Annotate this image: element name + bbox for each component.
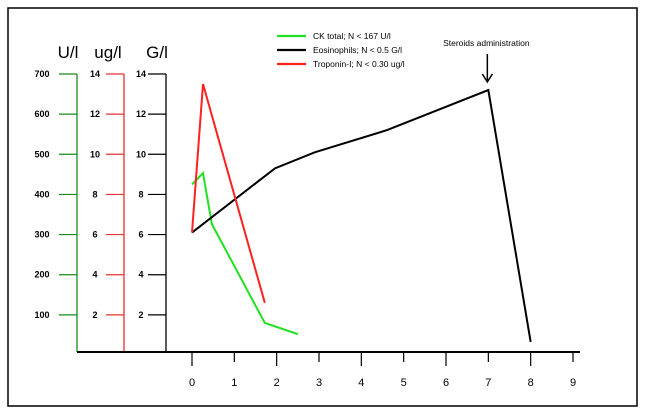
y-tick-label: 10 [90, 149, 100, 159]
series-line-ck [191, 171, 299, 336]
y-tick-label: 4 [138, 270, 143, 280]
legend-label: Troponin-I; N < 0.30 ug/l [313, 59, 405, 69]
y-tick-label: 8 [92, 189, 97, 199]
arrow-head-icon [481, 73, 493, 84]
y-axis-unit-label: G/l [146, 43, 168, 62]
y-tick-label: 6 [138, 230, 143, 240]
x-tick-label: 1 [231, 377, 237, 389]
y-tick-label: 2 [92, 310, 97, 320]
y-tick-label: 700 [34, 69, 49, 79]
legend-label: CK total; N < 167 U/l [313, 31, 391, 41]
x-tick-label: 3 [316, 377, 322, 389]
y-tick-label: 2 [138, 310, 143, 320]
y-axis-unit-label: ug/l [94, 43, 121, 62]
legend: CK total; N < 167 U/l Eosinophils; N < 0.… [277, 31, 405, 69]
x-tick-label: 0 [189, 377, 195, 389]
y-tick-label: 8 [138, 189, 143, 199]
x-tick-label: 5 [401, 377, 407, 389]
series-line-eosinophils [191, 88, 532, 343]
x-tick-label: 6 [443, 377, 449, 389]
y-tick-label: 6 [92, 230, 97, 240]
x-tick-label: 4 [358, 377, 364, 389]
x-tick-label: 8 [528, 377, 534, 389]
y-tick-label: 14 [90, 69, 100, 79]
x-tick-label: 9 [570, 377, 576, 389]
legend-label: Eosinophils; N < 0.5 G/l [313, 45, 402, 55]
y-tick-label: 200 [34, 270, 49, 280]
x-tick-label: 7 [485, 377, 491, 389]
y-tick-label: 14 [136, 69, 146, 79]
y-tick-label: 500 [34, 149, 49, 159]
annotation-text: Steroids administration [443, 38, 530, 48]
y-tick-label: 4 [92, 270, 97, 280]
y-tick-label: 100 [34, 310, 49, 320]
y-tick-label: 600 [34, 109, 49, 119]
y-tick-label: 10 [136, 149, 146, 159]
y-tick-label: 400 [34, 189, 49, 199]
x-tick-label: 2 [274, 377, 280, 389]
series-line-troponin [191, 83, 266, 304]
y-axis-unit-label: U/l [58, 43, 79, 62]
y-tick-label: 300 [34, 230, 49, 240]
y-tick-label: 12 [136, 109, 146, 119]
y-tick-label: 12 [90, 109, 100, 119]
